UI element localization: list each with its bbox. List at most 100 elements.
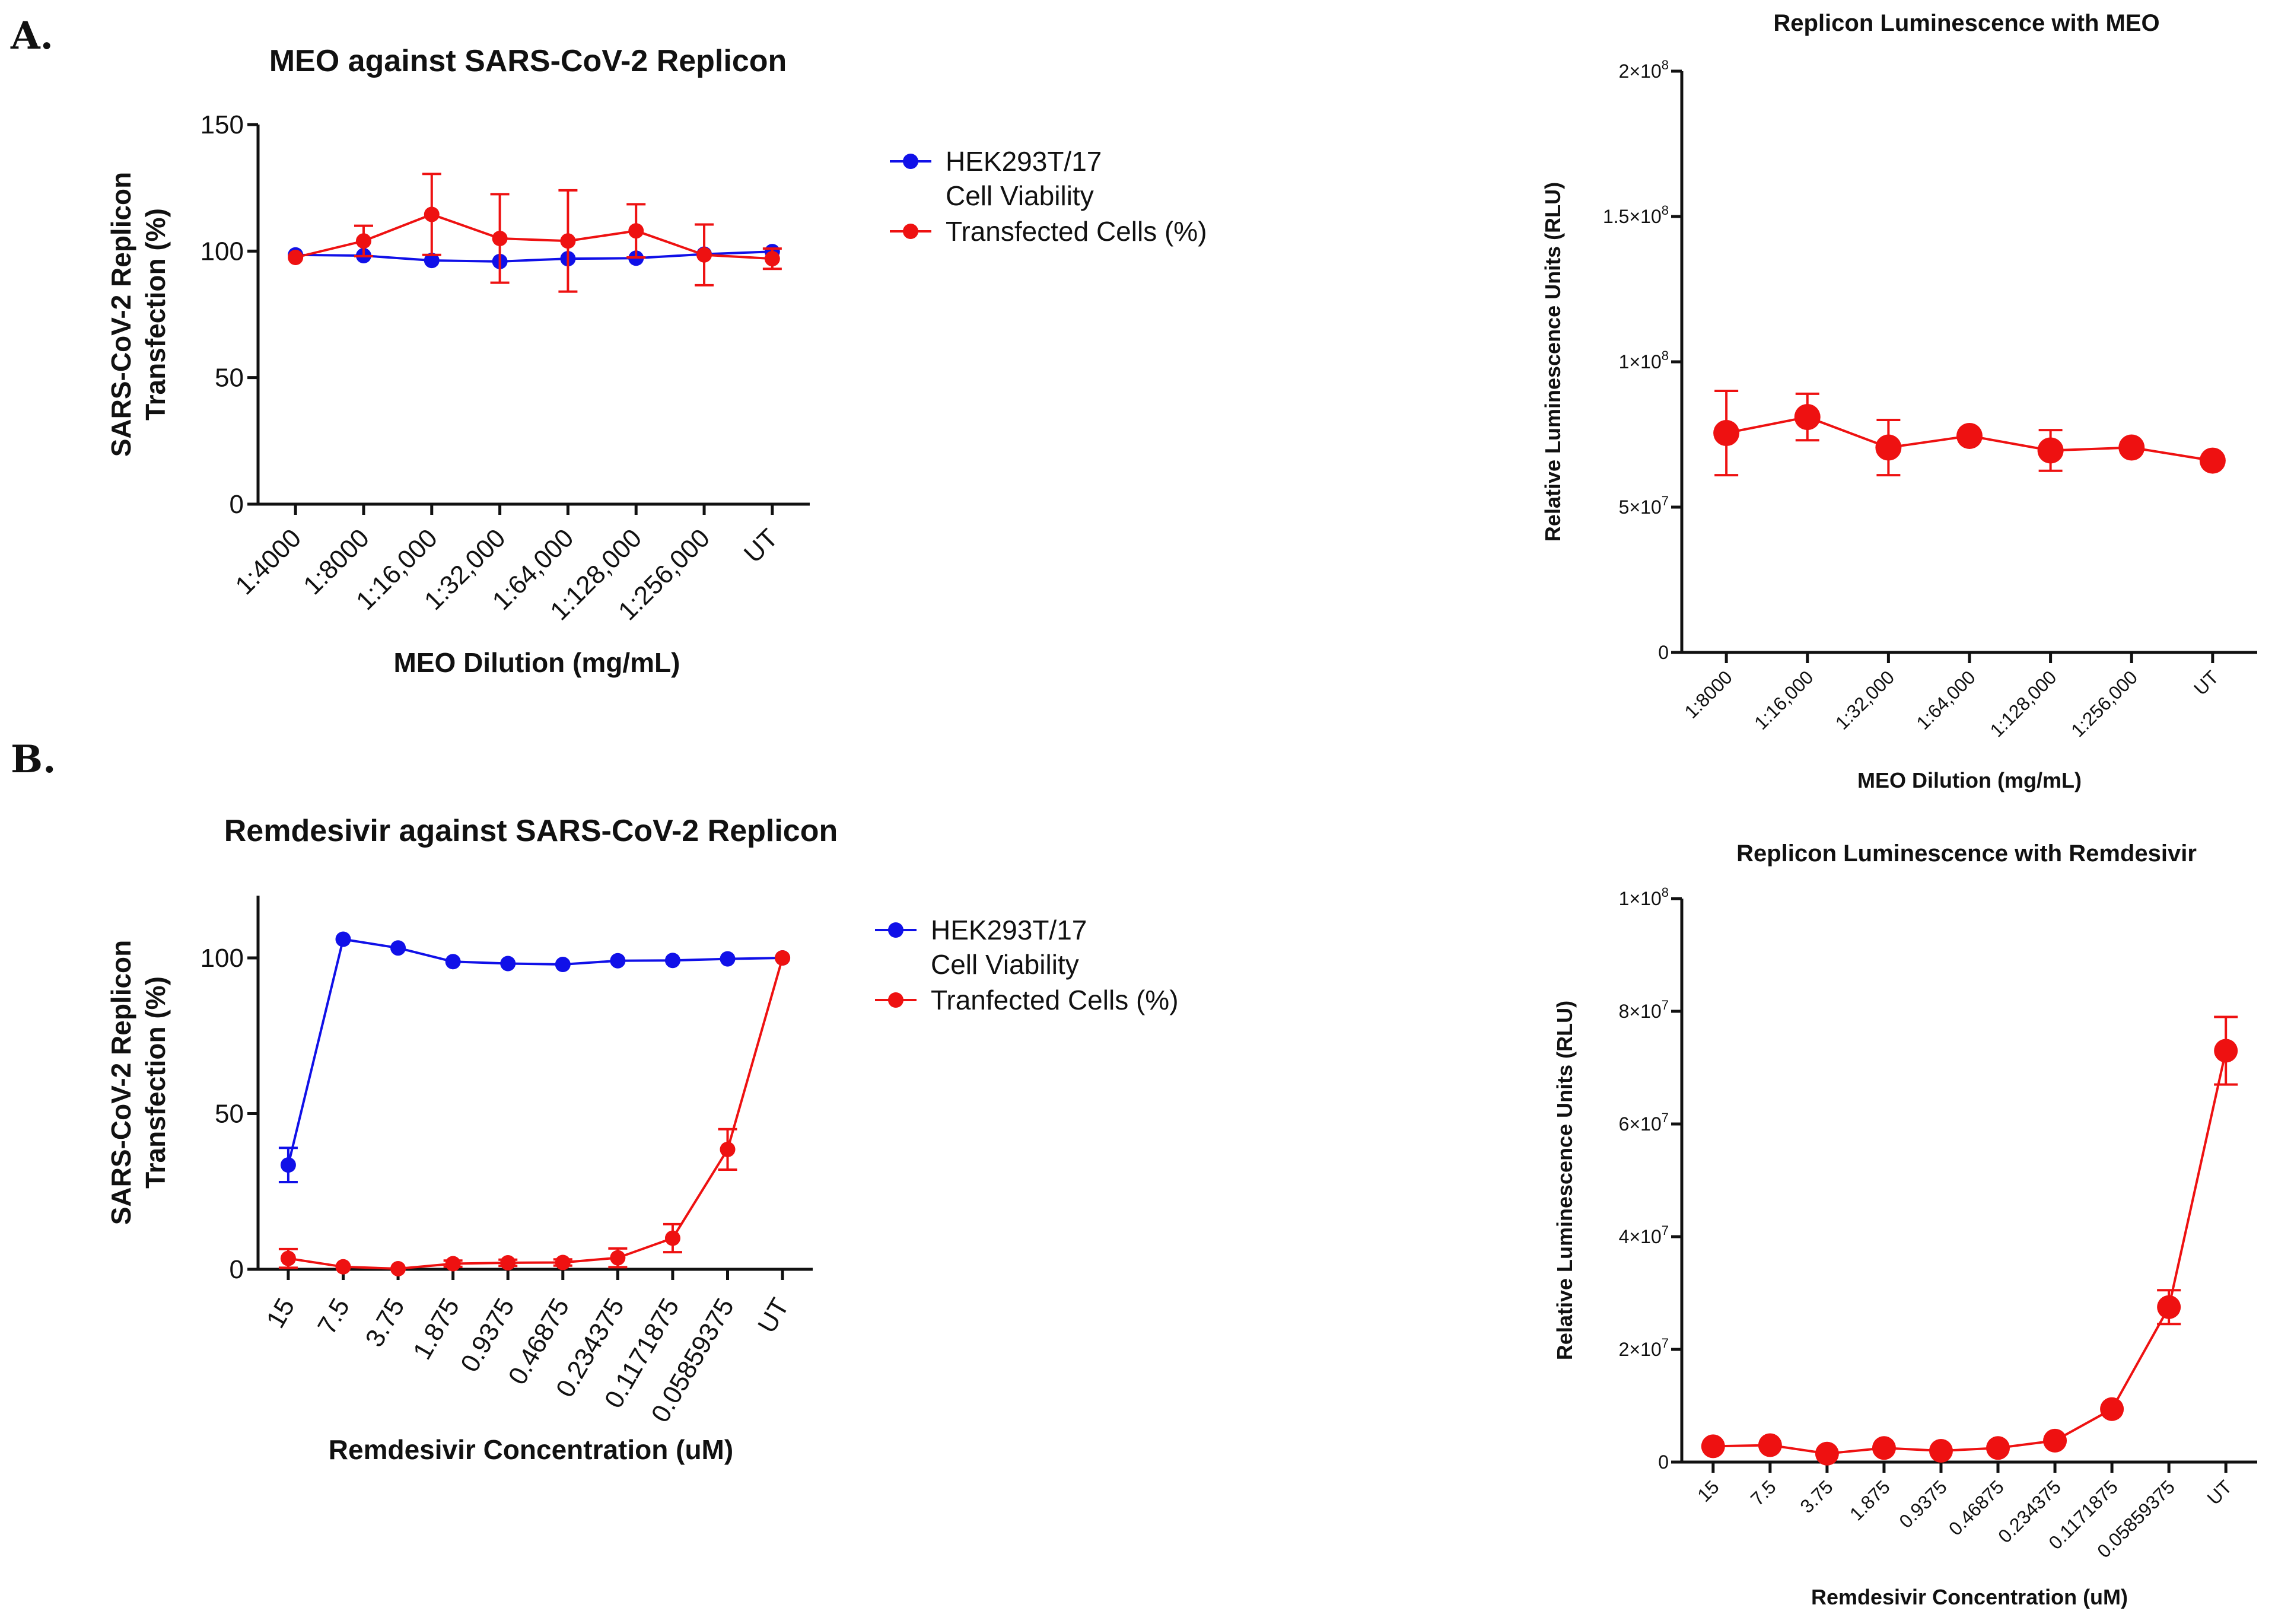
y-tick-label: 1×108 <box>1619 348 1669 372</box>
x-tick-label: 7.5 <box>1746 1476 1780 1510</box>
x-tick-label: 1.875 <box>1846 1476 1894 1524</box>
y-tick-label: 100 <box>201 237 244 266</box>
x-tick-label: 1:16,000 <box>1750 666 1818 734</box>
data-point <box>2157 1295 2181 1319</box>
chart-title: Remdesivir against SARS-CoV-2 Replicon <box>224 814 838 848</box>
data-point <box>1815 1441 1839 1466</box>
data-point <box>335 1259 351 1275</box>
y-axis-title: Transfection (%) <box>140 976 171 1189</box>
panel-label-a: A. <box>10 14 53 58</box>
data-point <box>445 954 461 970</box>
x-tick-label: 1.875 <box>408 1294 465 1365</box>
panel-label-b: B. <box>11 737 56 782</box>
y-axis-title: Relative Luminescence Units (RLU) <box>1552 1001 1577 1360</box>
chart-remdesivir-transfection: Remdesivir against SARS-CoV-2 Replicon 0 5… <box>106 814 1179 1465</box>
legend-marker <box>903 224 918 239</box>
data-point <box>560 233 576 249</box>
data-point <box>1872 1436 1896 1460</box>
data-point <box>2043 1428 2067 1453</box>
y-tick-label: 0 <box>230 1255 244 1284</box>
y-tick-label: 1.5×108 <box>1603 203 1669 227</box>
y-tick-label: 0 <box>1658 1451 1669 1473</box>
data-point <box>610 953 626 969</box>
chart-title: Replicon Luminescence with Remdesivir <box>1736 840 2197 867</box>
data-point <box>555 1254 571 1270</box>
y-axis-title: SARS-CoV-2 Replicon <box>106 940 136 1225</box>
data-point <box>280 1157 296 1173</box>
data-point <box>1929 1439 1953 1463</box>
x-tick-label: UT <box>752 1294 795 1338</box>
data-point <box>390 1260 406 1276</box>
y-axis-title: Relative Luminescence Units (RLU) <box>1541 182 1565 542</box>
data-point <box>2118 434 2145 461</box>
data-point <box>664 953 680 969</box>
data-point <box>424 206 440 222</box>
x-tick-label: 1:128,000 <box>1986 666 2060 741</box>
x-tick-label: 1:8000 <box>1680 666 1736 722</box>
data-point <box>2100 1397 2124 1421</box>
y-tick-label: 6×107 <box>1619 1110 1669 1135</box>
data-point <box>1986 1436 2010 1460</box>
y-tick-label: 4×107 <box>1619 1223 1669 1247</box>
legend-label: Cell Viability <box>931 949 1079 980</box>
data-point <box>720 1141 736 1157</box>
x-tick-label: 0.9375 <box>1895 1476 1951 1532</box>
x-tick-label: 3.75 <box>1796 1476 1837 1517</box>
data-point <box>628 223 644 239</box>
series-line <box>287 938 783 1166</box>
y-tick-label: 2×108 <box>1619 58 1669 82</box>
y-axis-title: Transfection (%) <box>140 208 171 421</box>
legend-marker <box>888 992 903 1008</box>
chart-meo-transfection: MEO against SARS-CoV-2 Replicon 0 50 100 150… <box>106 44 1207 678</box>
y-tick-label: 5×107 <box>1619 493 1669 518</box>
legend-marker <box>903 154 918 169</box>
chart-remdesivir-luminescence: Replicon Luminescence with Remdesivir 0 2×… <box>1552 840 2257 1609</box>
data-point <box>610 1250 626 1266</box>
data-point <box>288 250 304 265</box>
y-tick-label: 150 <box>201 110 244 139</box>
data-point <box>1701 1434 1725 1459</box>
data-point <box>696 247 712 263</box>
x-tick-label: 3.75 <box>359 1294 410 1352</box>
data-point <box>2199 447 2226 474</box>
data-point <box>775 950 791 966</box>
x-tick-label: 7.5 <box>312 1294 355 1339</box>
y-tick-label: 0 <box>230 490 244 519</box>
data-point <box>764 251 780 267</box>
x-axis-title: MEO Dilution (mg/mL) <box>394 647 680 678</box>
chart-title: MEO against SARS-CoV-2 Replicon <box>269 44 787 78</box>
legend-label: HEK293T/17 <box>931 915 1087 945</box>
y-tick-label: 8×107 <box>1619 998 1669 1022</box>
data-point <box>1956 422 1983 449</box>
x-tick-label: 1:64,000 <box>1912 666 1980 734</box>
x-tick-label: 1:256,000 <box>2067 666 2142 741</box>
data-point <box>1794 404 1821 431</box>
y-tick-label: 50 <box>215 1100 244 1129</box>
x-tick-label: UT <box>2190 666 2223 699</box>
data-point <box>492 231 508 246</box>
data-point <box>280 1250 296 1266</box>
y-tick-label: 0 <box>1658 642 1669 663</box>
legend-label: HEK293T/17 <box>946 146 1102 177</box>
y-tick-label: 1×108 <box>1619 885 1669 909</box>
data-point <box>500 956 516 972</box>
data-point <box>720 951 736 967</box>
x-axis-title: MEO Dilution (mg/mL) <box>1857 768 2082 792</box>
chart-meo-luminescence: Replicon Luminescence with MEO 0 5×107 1×10… <box>1541 10 2257 792</box>
series-line <box>295 250 772 263</box>
x-tick-label: 15 <box>261 1294 301 1333</box>
legend-label: Cell Viability <box>946 180 1094 211</box>
legend-label: Tranfected Cells (%) <box>931 985 1179 1015</box>
data-point <box>555 957 571 973</box>
data-point <box>424 253 440 269</box>
y-axis-title: SARS-CoV-2 Replicon <box>106 172 136 457</box>
data-point <box>1758 1433 1782 1457</box>
data-point <box>335 931 351 947</box>
legend-label: Transfected Cells (%) <box>946 216 1207 247</box>
data-point <box>355 233 371 249</box>
x-tick-label: UT <box>739 523 784 568</box>
data-point <box>1875 434 1902 461</box>
y-tick-label: 50 <box>215 364 244 393</box>
series-line <box>295 213 772 260</box>
